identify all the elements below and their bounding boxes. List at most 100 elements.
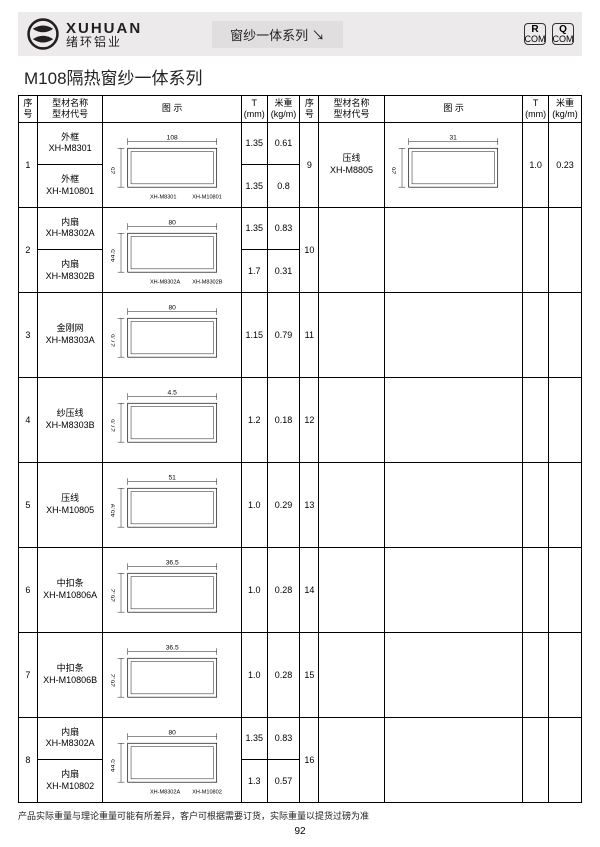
t-cell: 1.35 [241, 122, 267, 165]
svg-text:51: 51 [168, 474, 176, 481]
svg-text:45.9: 45.9 [111, 503, 116, 516]
w-cell: 0.28 [267, 632, 300, 717]
figure-cell [384, 207, 522, 292]
svg-text:44.5: 44.5 [111, 248, 116, 261]
w-cell [549, 207, 582, 292]
series-tab: 窗纱一体系列 ↘ [212, 21, 343, 48]
brand-name-cn: 绪环铝业 [66, 36, 142, 48]
catalog-page: XUHUAN 绪环铝业 窗纱一体系列 ↘ RCOM QCOM M108隔热窗纱一… [0, 0, 600, 847]
name-cell: 内扇XH-M10802 [37, 760, 103, 803]
seq-cell: 7 [19, 632, 38, 717]
name-cell: 压线XH-M8805 [319, 122, 385, 207]
figure-cell: 80 44.5 XH-M8302AXH-M8302B [103, 207, 241, 292]
name-cell [319, 462, 385, 547]
figure-cell: 108 25 XH-M8301XH-M10801 [103, 122, 241, 207]
svg-text:80: 80 [168, 219, 176, 226]
seq-cell: 10 [300, 207, 319, 292]
t-cell: 1.0 [523, 122, 549, 207]
name-cell: 纱压线XH-M8303B [37, 377, 103, 462]
col-t: T (mm) [241, 96, 267, 123]
w-cell: 0.61 [267, 122, 300, 165]
w-cell: 0.23 [549, 122, 582, 207]
w-cell: 0.28 [267, 547, 300, 632]
seq-cell: 9 [300, 122, 319, 207]
t-cell [523, 207, 549, 292]
figure-cell: 51 45.9 [103, 462, 241, 547]
t-cell [523, 292, 549, 377]
col-fig: 图 示 [103, 96, 241, 123]
w-cell: 0.57 [267, 760, 300, 803]
w-cell [549, 292, 582, 377]
svg-text:36.5: 36.5 [166, 559, 179, 566]
col-seq: 序号 [19, 96, 38, 123]
seq-cell: 11 [300, 292, 319, 377]
figure-cell: 31 26 [384, 122, 522, 207]
table-body: 1外框XH-M8301 108 25 XH-M8301XH-M10801 1.3… [19, 122, 582, 802]
figure-cell [384, 462, 522, 547]
t-cell [523, 717, 549, 802]
seq-cell: 15 [300, 632, 319, 717]
w-cell [549, 717, 582, 802]
t-cell: 1.0 [241, 462, 267, 547]
seq-cell: 8 [19, 717, 38, 802]
cert-badges: RCOM QCOM [524, 23, 574, 45]
t-cell: 1.35 [241, 207, 267, 250]
w-cell: 0.79 [267, 292, 300, 377]
t-cell: 1.2 [241, 377, 267, 462]
svg-text:27.6: 27.6 [111, 333, 116, 346]
seq-cell: 3 [19, 292, 38, 377]
name-cell: 外框XH-M10801 [37, 165, 103, 208]
name-cell [319, 207, 385, 292]
svg-text:36.5: 36.5 [166, 644, 179, 651]
logo: XUHUAN 绪环铝业 [26, 17, 142, 51]
w-cell: 0.83 [267, 207, 300, 250]
seq-cell: 14 [300, 547, 319, 632]
t-cell: 1.35 [241, 717, 267, 760]
page-title: M108隔热窗纱一体系列 [24, 64, 582, 89]
top-bar: XUHUAN 绪环铝业 窗纱一体系列 ↘ RCOM QCOM [18, 12, 582, 56]
seq-cell: 4 [19, 377, 38, 462]
t-cell [523, 462, 549, 547]
col-w-r: 米重 (kg/m) [549, 96, 582, 123]
t-cell: 1.3 [241, 760, 267, 803]
svg-text:27.6: 27.6 [111, 418, 116, 431]
svg-text:XH-M8302A: XH-M8302A [150, 789, 181, 795]
name-cell [319, 632, 385, 717]
col-seq-r: 序号 [300, 96, 319, 123]
svg-text:26.2: 26.2 [111, 673, 116, 686]
svg-text:108: 108 [167, 134, 178, 141]
t-cell: 1.35 [241, 165, 267, 208]
name-cell: 内扇XH-M8302B [37, 250, 103, 293]
brand-name-en: XUHUAN [66, 21, 142, 36]
col-w: 米重 (kg/m) [267, 96, 300, 123]
svg-text:80: 80 [168, 729, 176, 736]
figure-cell: 80 27.6 [103, 292, 241, 377]
w-cell [549, 377, 582, 462]
svg-text:XH-M10802: XH-M10802 [192, 789, 222, 795]
figure-cell: 36.5 26.2 [103, 632, 241, 717]
svg-text:26: 26 [392, 166, 397, 174]
figure-cell [384, 547, 522, 632]
seq-cell: 6 [19, 547, 38, 632]
badge-r: RCOM [524, 23, 546, 45]
t-cell [523, 547, 549, 632]
svg-text:XH-M8301: XH-M8301 [150, 194, 177, 200]
badge-q: QCOM [552, 23, 574, 45]
figure-cell [384, 292, 522, 377]
name-cell [319, 292, 385, 377]
t-cell [523, 377, 549, 462]
t-cell: 1.0 [241, 547, 267, 632]
name-cell: 金刚网XH-M8303A [37, 292, 103, 377]
figure-cell: 80 44.5 XH-M8302A XH-M10802 [103, 717, 241, 802]
svg-text:44.5: 44.5 [111, 758, 116, 771]
name-cell [319, 717, 385, 802]
seq-cell: 16 [300, 717, 319, 802]
footnote: 产品实际重量与理论重量可能有所差异，客户可根据需要订货，实际重量以提货过磅为准 [18, 809, 582, 822]
t-cell: 1.0 [241, 632, 267, 717]
name-cell: 外框XH-M8301 [37, 122, 103, 165]
svg-text:XH-M8302A: XH-M8302A [150, 279, 181, 285]
page-number: 92 [18, 826, 582, 837]
w-cell: 0.8 [267, 165, 300, 208]
t-cell [523, 632, 549, 717]
seq-cell: 12 [300, 377, 319, 462]
